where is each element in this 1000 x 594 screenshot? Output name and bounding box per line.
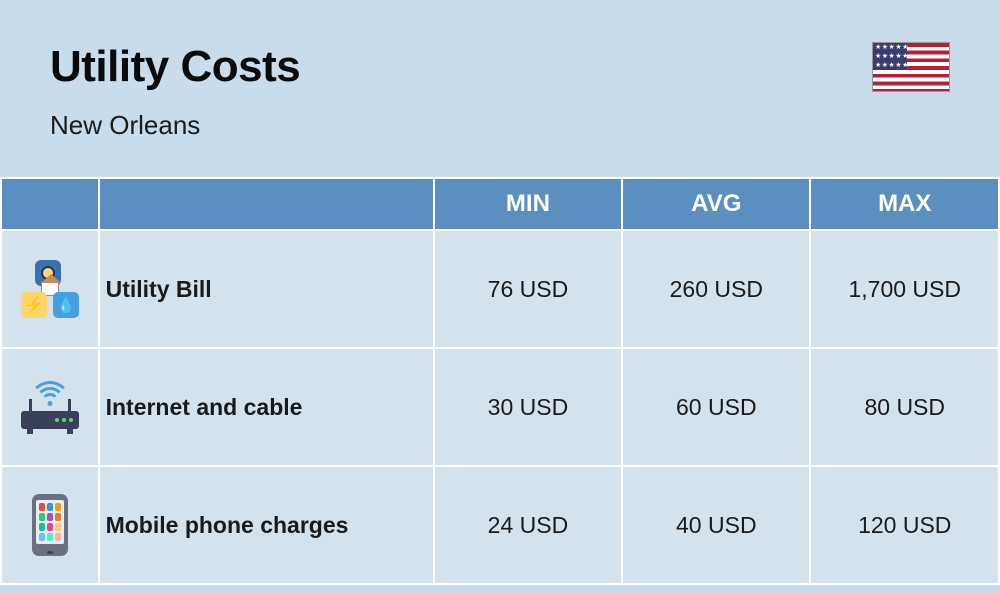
cell-max: 1,700 USD (811, 231, 998, 347)
col-icon (2, 179, 98, 229)
cell-icon: ⚡ 💧 (2, 231, 98, 347)
phone-icon (32, 494, 68, 556)
cell-avg: 260 USD (623, 231, 809, 347)
router-icon (19, 379, 81, 435)
table-row: ⚡ 💧 Utility Bill 76 USD 260 USD 1,700 US… (2, 231, 998, 347)
table-header-row: MIN AVG MAX (2, 179, 998, 229)
page-title: Utility Costs (50, 42, 300, 92)
usa-flag-icon (872, 42, 950, 92)
table-row: Mobile phone charges 24 USD 40 USD 120 U… (2, 467, 998, 583)
cell-icon (2, 349, 98, 465)
cell-label: Internet and cable (100, 349, 433, 465)
col-label (100, 179, 433, 229)
header-text: Utility Costs New Orleans (50, 42, 300, 141)
cell-icon (2, 467, 98, 583)
cell-min: 24 USD (435, 467, 621, 583)
page-subtitle: New Orleans (50, 110, 300, 141)
col-min: MIN (435, 179, 621, 229)
col-avg: AVG (623, 179, 809, 229)
header: Utility Costs New Orleans (0, 0, 1000, 177)
costs-table: MIN AVG MAX ⚡ 💧 Utility Bill 76 USD 260 … (0, 177, 1000, 585)
cell-max: 120 USD (811, 467, 998, 583)
table-row: Internet and cable 30 USD 60 USD 80 USD (2, 349, 998, 465)
cell-label: Mobile phone charges (100, 467, 433, 583)
cell-label: Utility Bill (100, 231, 433, 347)
cell-max: 80 USD (811, 349, 998, 465)
cell-min: 76 USD (435, 231, 621, 347)
cell-avg: 60 USD (623, 349, 809, 465)
utility-bill-icon: ⚡ 💧 (21, 260, 79, 318)
col-max: MAX (811, 179, 998, 229)
cell-avg: 40 USD (623, 467, 809, 583)
cell-min: 30 USD (435, 349, 621, 465)
